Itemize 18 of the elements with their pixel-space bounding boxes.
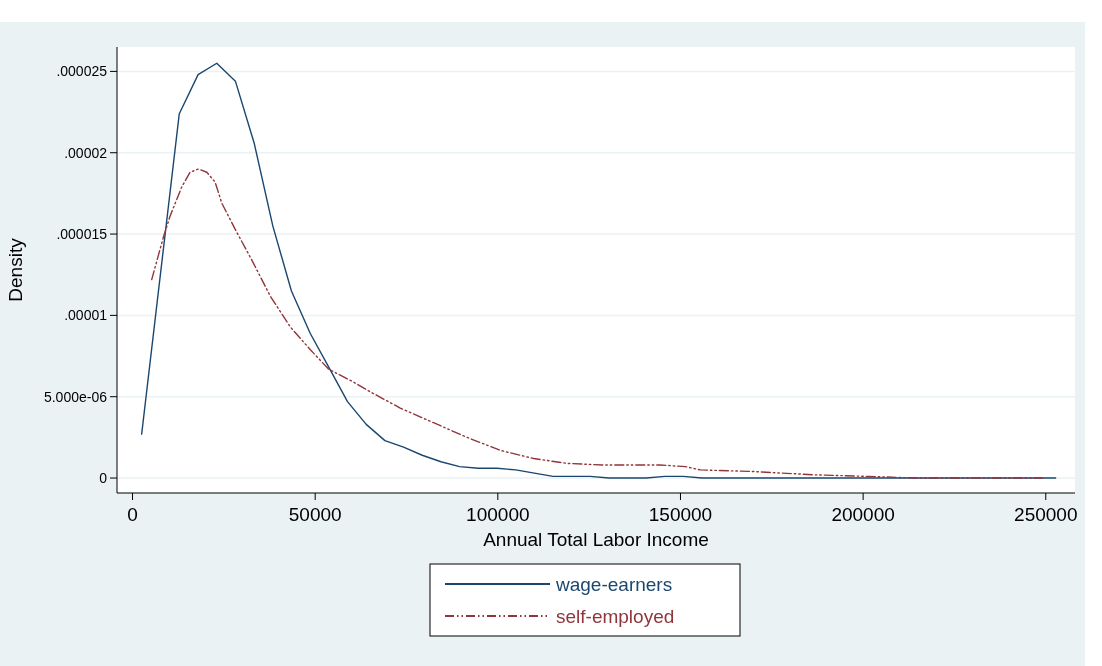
y-tick-label: .000025 <box>56 63 108 80</box>
x-tick-label: 150000 <box>648 504 713 525</box>
x-axis-title: Annual Total Labor Income <box>483 529 709 550</box>
y-tick-label: .00002 <box>64 144 108 161</box>
x-tick-label: 0 <box>127 504 138 525</box>
line-series <box>140 62 1057 479</box>
y-axis-title: Density <box>5 237 26 302</box>
text: wage-earners <box>555 573 673 595</box>
x-tick-label: 200000 <box>831 504 895 525</box>
x-tick-label: 50000 <box>288 504 342 525</box>
y-tick-label: 0 <box>99 469 108 486</box>
x-tick-label: 100000 <box>466 504 530 525</box>
y-tick-label: .000015 <box>56 225 108 242</box>
y-tick-label: .00001 <box>64 307 108 324</box>
text: self-employed <box>556 605 675 627</box>
line-series <box>151 168 1044 479</box>
x-tick-label: 250000 <box>1014 504 1078 525</box>
y-tick-label: 5.000e-06 <box>43 388 108 405</box>
